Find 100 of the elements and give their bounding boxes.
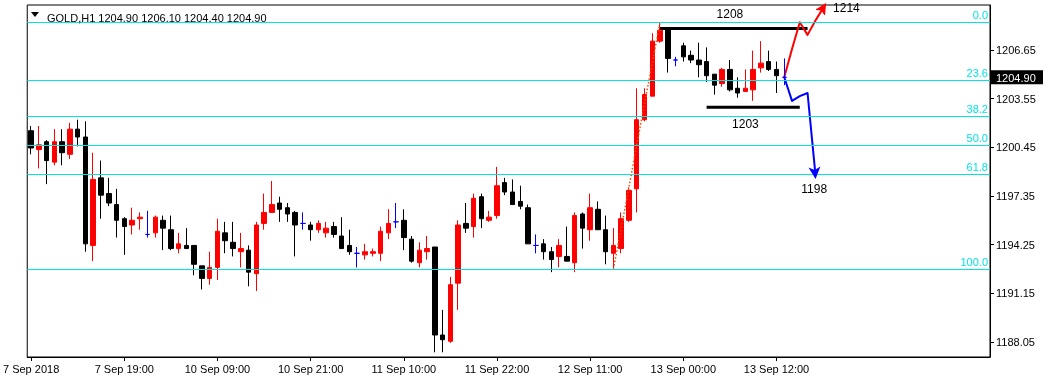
candlestick — [261, 193, 267, 231]
candlestick — [518, 185, 523, 210]
candlestick — [98, 160, 104, 220]
y-tick-label: 1188.05 — [996, 336, 1035, 349]
candlestick — [525, 204, 531, 245]
candlestick — [626, 186, 632, 223]
candlestick — [712, 73, 717, 96]
text: 1204.90 — [996, 71, 1036, 84]
candlestick — [471, 193, 476, 239]
candlestick — [510, 178, 515, 206]
data-label: 1208 — [716, 6, 744, 21]
candlestick — [106, 177, 112, 207]
candlestick — [634, 87, 639, 213]
x-tick-label: 11 Sep 22:00 — [464, 362, 530, 375]
candlestick — [52, 128, 57, 166]
candlestick — [611, 227, 616, 270]
x-tick-label: 13 Sep 00:00 — [650, 362, 717, 375]
candlestick — [696, 42, 702, 78]
candlestick — [339, 216, 344, 250]
annotation: 1198 — [801, 182, 828, 197]
candlestick — [254, 221, 259, 292]
candlestick — [168, 215, 174, 251]
candlestick — [486, 210, 492, 223]
candlestick — [246, 244, 251, 287]
candlestick — [618, 211, 624, 254]
annotation: 61.8 — [966, 161, 988, 174]
candlestick — [308, 221, 313, 242]
candlestick — [549, 246, 554, 273]
candlestick — [681, 42, 686, 63]
x-tick-label: 7 Sep 2018 — [2, 362, 60, 375]
candlestick — [230, 221, 236, 257]
candlestick — [44, 139, 49, 185]
candlestick — [300, 211, 306, 231]
annotation: 100.0 — [960, 255, 988, 268]
y-tick-label: 1206.65 — [996, 43, 1036, 56]
candlestick — [285, 202, 290, 223]
candlestick — [533, 233, 539, 254]
candlestick — [463, 202, 469, 234]
x-tick-label: 10 Sep 21:00 — [277, 362, 344, 375]
candlestick — [347, 229, 352, 256]
candlestick — [580, 211, 585, 250]
candlestick — [191, 244, 197, 276]
x-tick-label: 12 Sep 11:00 — [557, 362, 623, 375]
candlestick — [587, 193, 593, 242]
data-label: 1203 — [732, 117, 760, 132]
candlestick — [145, 210, 150, 239]
candlestick — [455, 219, 461, 311]
candlestick — [316, 219, 321, 234]
candlestick — [176, 232, 181, 254]
y-tick-label: 1191.15 — [996, 287, 1035, 300]
candlestick — [59, 128, 65, 166]
candlestick — [184, 227, 189, 250]
candlestick — [323, 221, 329, 239]
candlestick — [393, 202, 399, 229]
candlestick — [292, 210, 298, 257]
candlestick — [354, 246, 360, 268]
candlestick — [129, 207, 135, 235]
candlestick — [160, 215, 166, 251]
y-tick-label: 1203.55 — [996, 92, 1036, 105]
candlestick — [199, 265, 205, 290]
candlestick — [440, 309, 445, 353]
candlestick — [494, 166, 500, 220]
candlestick — [153, 215, 158, 239]
candlestick — [595, 200, 601, 231]
candlestick — [502, 177, 507, 196]
candlestick — [75, 119, 80, 147]
x-tick-label: 7 Sep 19:00 — [94, 362, 154, 375]
candlestick — [727, 59, 733, 92]
annotation: 38.2 — [966, 103, 988, 116]
candlestick — [122, 216, 127, 256]
candlestick — [704, 46, 709, 83]
candlestick — [362, 243, 368, 261]
candlestick — [417, 241, 422, 268]
candlestick — [735, 76, 740, 99]
annotation: 0.0 — [972, 8, 988, 21]
candlestick — [556, 238, 562, 268]
candlestick — [378, 226, 383, 262]
candlestick — [424, 235, 430, 261]
candlestick — [448, 276, 453, 344]
candlestick — [215, 218, 220, 281]
candlestick — [222, 221, 228, 254]
y-tick-label: 1200.45 — [996, 141, 1036, 154]
candlestick — [719, 67, 725, 88]
annotation: 50.0 — [966, 132, 988, 145]
annotation: 23.6 — [966, 66, 988, 79]
candlestick — [207, 251, 212, 286]
candlestick — [83, 120, 88, 253]
y-tick-label: 1194.25 — [996, 238, 1035, 251]
candlestick — [401, 208, 407, 251]
candlestick — [386, 208, 391, 240]
candlestick — [269, 180, 275, 213]
candlestick — [766, 50, 771, 72]
candlestick — [774, 61, 779, 94]
candlestick — [603, 215, 608, 265]
candlestick — [564, 226, 570, 262]
candlestick — [572, 211, 577, 273]
candlestick — [36, 125, 42, 169]
candlestick — [277, 196, 282, 223]
candlestick — [432, 246, 438, 353]
candlestick — [238, 232, 244, 268]
